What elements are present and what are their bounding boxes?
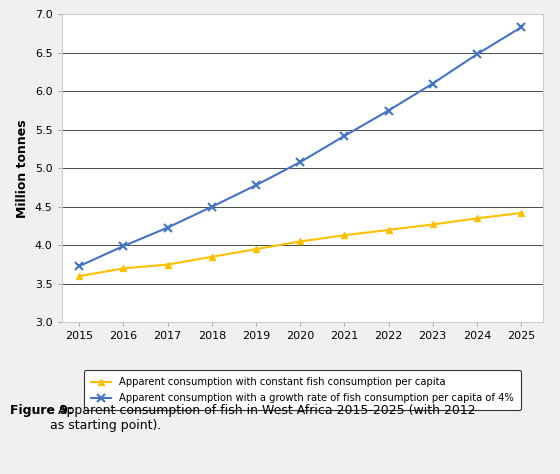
Apparent consumption with a growth rate of fish consumption per capita of 4% [120, 243, 127, 249]
Apparent consumption with a growth rate of fish consumption per capita of 4% [76, 263, 83, 269]
Apparent consumption with constant fish consumption per capita [474, 216, 480, 221]
Apparent consumption with constant fish consumption per capita [297, 238, 304, 244]
Apparent consumption with a growth rate of fish consumption per capita of 4% [253, 182, 259, 188]
Apparent consumption with a growth rate of fish consumption per capita of 4% [341, 133, 348, 139]
Apparent consumption with constant fish consumption per capita [518, 210, 525, 216]
Apparent consumption with constant fish consumption per capita [76, 273, 83, 279]
Apparent consumption with constant fish consumption per capita [208, 254, 215, 260]
Apparent consumption with a growth rate of fish consumption per capita of 4% [385, 108, 392, 113]
Apparent consumption with constant fish consumption per capita [385, 227, 392, 233]
Text: Figure 9:: Figure 9: [10, 404, 73, 417]
Apparent consumption with a growth rate of fish consumption per capita of 4% [430, 81, 436, 86]
Apparent consumption with a growth rate of fish consumption per capita of 4% [297, 159, 304, 165]
Apparent consumption with constant fish consumption per capita [430, 222, 436, 228]
Legend: Apparent consumption with constant fish consumption per capita, Apparent consump: Apparent consumption with constant fish … [84, 371, 521, 410]
Y-axis label: Million tonnes: Million tonnes [16, 119, 29, 218]
Apparent consumption with a growth rate of fish consumption per capita of 4% [164, 225, 171, 230]
Apparent consumption with a growth rate of fish consumption per capita of 4% [474, 52, 480, 57]
Apparent consumption with constant fish consumption per capita [120, 265, 127, 271]
Apparent consumption with constant fish consumption per capita [164, 262, 171, 267]
Apparent consumption with a growth rate of fish consumption per capita of 4% [518, 25, 525, 30]
Apparent consumption with constant fish consumption per capita [341, 232, 348, 238]
Text: Apparent consumption of fish in West Africa 2015-2025 (with 2012
as starting poi: Apparent consumption of fish in West Afr… [50, 404, 476, 432]
Line: Apparent consumption with a growth rate of fish consumption per capita of 4%: Apparent consumption with a growth rate … [75, 23, 525, 270]
Apparent consumption with constant fish consumption per capita [253, 246, 259, 252]
Apparent consumption with a growth rate of fish consumption per capita of 4% [208, 204, 215, 210]
Line: Apparent consumption with constant fish consumption per capita: Apparent consumption with constant fish … [76, 210, 525, 280]
